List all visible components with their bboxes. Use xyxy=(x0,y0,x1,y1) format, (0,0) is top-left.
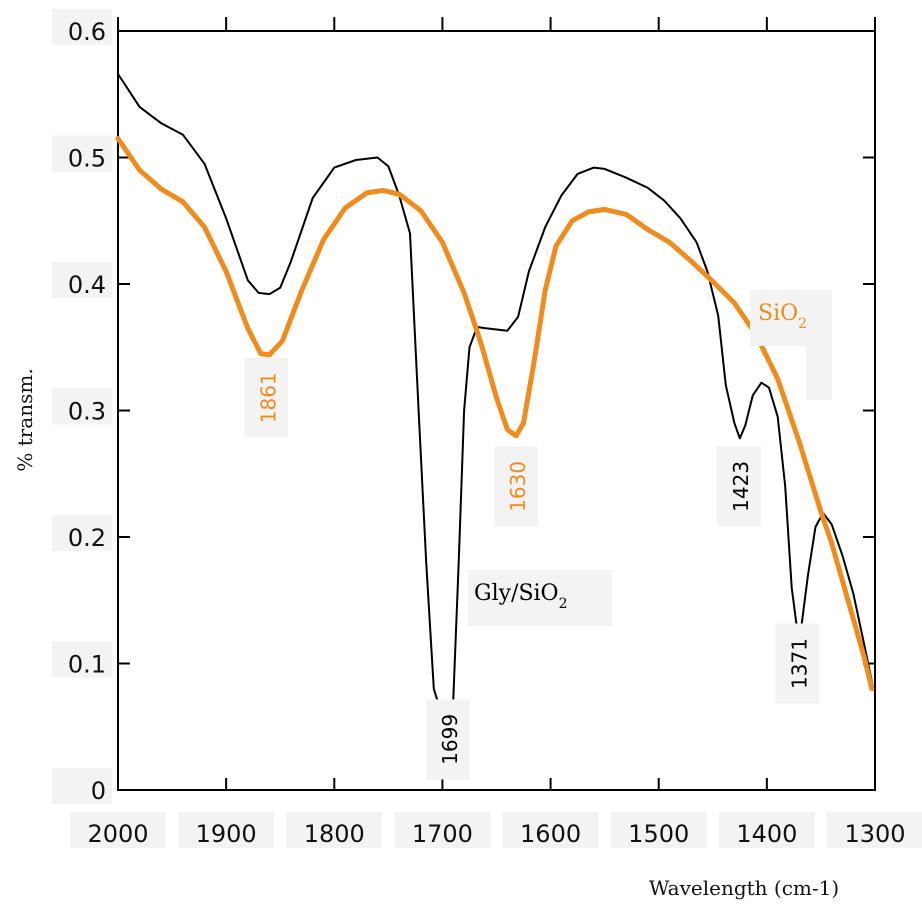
peak-label-bg xyxy=(716,446,761,527)
peak-label-text: 1630 xyxy=(506,461,530,512)
series-label-sio2-bg2 xyxy=(806,340,832,400)
peak-label-1371: 1371 xyxy=(775,623,820,704)
series-label-gly-main: Gly/SiO xyxy=(474,581,559,606)
x-tick-label-bg xyxy=(394,812,491,848)
annotations: 1861 1630 1699 1423 1371 xyxy=(244,357,820,780)
x-tick-label: 2000 xyxy=(87,820,148,848)
y-tick-label: 0.5 xyxy=(68,145,106,173)
y-tick-label: 0.6 xyxy=(68,18,106,46)
y-tick-label-bg xyxy=(52,515,112,551)
series-label-sio2-main: SiO xyxy=(758,301,798,326)
series-label-gly-sub: 2 xyxy=(559,596,568,612)
x-tick-label-bg xyxy=(610,812,707,848)
series-label-sio2-text: SiO2 xyxy=(758,301,807,332)
series-label-sio2: SiO2 xyxy=(750,290,832,400)
ticks xyxy=(117,17,876,791)
peak-label-1861: 1861 xyxy=(244,357,289,438)
peak-label-1630: 1630 xyxy=(494,446,539,527)
x-axis-label: Wavelength (cm-1) xyxy=(649,876,839,900)
x-tick-label-bg xyxy=(718,812,815,848)
series-label-gly-text: Gly/SiO2 xyxy=(474,581,568,612)
y-tick-label-bg xyxy=(52,9,112,45)
y-tick-label: 0.4 xyxy=(68,271,106,299)
y-tick-label-bg xyxy=(52,135,112,172)
y-tick-label: 0.2 xyxy=(68,524,106,552)
x-tick-label-bg xyxy=(286,812,383,848)
x-tick-label-bg xyxy=(502,812,599,848)
y-tick-label: 0.1 xyxy=(68,651,106,679)
x-tick-label-bg xyxy=(827,812,922,848)
y-axis-label: % transm. xyxy=(13,368,37,471)
x-tick-label: 1900 xyxy=(196,820,257,848)
x-tick-label: 1800 xyxy=(304,820,365,848)
peak-label-1423: 1423 xyxy=(716,446,761,527)
y-tick-label: 0 xyxy=(91,777,106,805)
series-label-gly-bg xyxy=(468,570,612,626)
x-tick-label: 1700 xyxy=(412,820,473,848)
y-tick-label-bg xyxy=(52,768,112,804)
x-tick-label: 1300 xyxy=(844,820,905,848)
y-tick-label-bg xyxy=(52,641,112,678)
peak-label-bg xyxy=(426,699,470,780)
peak-label-1699: 1699 xyxy=(426,699,470,780)
series-label-gly: Gly/SiO2 xyxy=(468,570,612,626)
y-tick-label: 0.3 xyxy=(68,398,106,426)
peak-label-text: 1371 xyxy=(787,638,811,689)
x-tick-label-bg xyxy=(70,812,166,848)
plot-frame xyxy=(117,30,876,791)
peak-label-text: 1423 xyxy=(729,461,753,512)
peak-label-bg xyxy=(244,357,289,438)
x-tick-label-bg xyxy=(178,812,275,848)
series-line-sio2 xyxy=(115,136,875,692)
series-label-sio2-sub: 2 xyxy=(798,316,807,332)
x-tick-label: 1600 xyxy=(520,820,581,848)
y-tick-label-bg xyxy=(52,262,112,298)
peak-label-text: 1699 xyxy=(438,714,462,765)
tick-labels: 2000 1900 1800 1700 1600 1500 1400 1300 0 0.1 0.2 0… xyxy=(52,9,922,848)
series-label-sio2-bg xyxy=(750,290,832,346)
x-tick-label: 1500 xyxy=(628,820,689,848)
peak-label-text: 1861 xyxy=(256,372,280,423)
peak-label-bg xyxy=(494,446,539,527)
y-tick-label-bg xyxy=(52,388,112,425)
series-line-gly-sio2 xyxy=(117,73,874,718)
peak-label-bg xyxy=(775,623,820,704)
series-lines xyxy=(115,73,875,718)
axes xyxy=(117,30,876,791)
x-tick-label: 1400 xyxy=(736,820,797,848)
